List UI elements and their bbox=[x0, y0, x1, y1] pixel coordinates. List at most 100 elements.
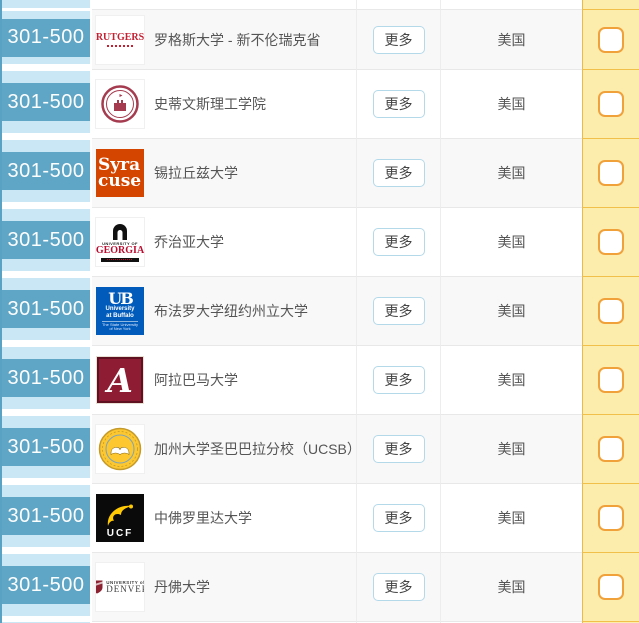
more-button[interactable]: 更多 bbox=[372, 435, 425, 463]
checkbox-cell bbox=[582, 483, 639, 552]
more-cell: 更多 bbox=[356, 138, 440, 207]
more-cell: 更多 bbox=[356, 276, 440, 345]
table-row: 301-500 Syra cuse 锡拉丘兹大学 更多 美国 bbox=[2, 138, 639, 207]
country-cell: 美国 bbox=[440, 345, 582, 414]
country-label: 美国 bbox=[497, 96, 526, 112]
university-name: 加州大学圣巴巴拉分校（UCSB） bbox=[154, 441, 361, 457]
checkbox-cell bbox=[582, 552, 639, 621]
table-row: 301-500 UNIVERSITY OF GEORGIA 乔治亚大学 更多 美国 bbox=[2, 207, 639, 276]
country-cell: 美国 bbox=[440, 207, 582, 276]
name-cell: UNIVERSITY of DENVER 丹佛大学 bbox=[92, 552, 356, 621]
country-label: 美国 bbox=[497, 31, 526, 48]
university-name: 乔治亚大学 bbox=[154, 234, 224, 250]
table-row: 301-500 史蒂文斯理工学院 更多 美国 bbox=[2, 69, 639, 138]
row-checkbox[interactable] bbox=[598, 26, 624, 53]
more-cell: 更多 bbox=[356, 69, 440, 138]
more-cell: 更多 bbox=[356, 345, 440, 414]
table-row: 301-500 加州大学圣巴巴拉分校（UCSB） 更多 美国 bbox=[2, 414, 639, 483]
row-checkbox[interactable] bbox=[598, 505, 624, 531]
university-name: 丹佛大学 bbox=[154, 579, 210, 595]
name-cell: 加州大学圣巴巴拉分校（UCSB） bbox=[92, 414, 361, 483]
more-button[interactable]: 更多 bbox=[372, 228, 425, 256]
more-cell: 更多 bbox=[356, 9, 440, 69]
rutgers-logo: RUTGERS bbox=[95, 14, 145, 65]
rank-cell bbox=[2, 0, 90, 9]
country-cell: 美国 bbox=[440, 138, 582, 207]
row-checkbox[interactable] bbox=[598, 91, 624, 117]
name-cell: UNIVERSITY OF GEORGIA 乔治亚大学 bbox=[92, 207, 356, 276]
checkbox-cell bbox=[582, 69, 639, 138]
more-button[interactable]: 更多 bbox=[372, 366, 425, 394]
rank-cell: 301-500 bbox=[2, 345, 90, 414]
university-name: 锡拉丘兹大学 bbox=[154, 165, 238, 181]
more-cell bbox=[356, 0, 440, 9]
rank-badge: 301-500 bbox=[2, 497, 90, 535]
country-cell: 美国 bbox=[440, 9, 582, 69]
name-cell bbox=[92, 0, 356, 9]
rank-badge: 301-500 bbox=[2, 290, 90, 328]
name-cell bbox=[92, 621, 356, 623]
rank-cell: 301-500 bbox=[2, 69, 90, 138]
country-cell: 美国 bbox=[440, 552, 582, 621]
more-cell: 更多 bbox=[356, 552, 440, 621]
row-checkbox[interactable] bbox=[598, 436, 624, 462]
rank-cell: 301-500 bbox=[2, 483, 90, 552]
university-name: 罗格斯大学 - 新不伦瑞克省 bbox=[154, 31, 321, 48]
university-name: 中佛罗里达大学 bbox=[154, 510, 252, 526]
row-checkbox[interactable] bbox=[598, 298, 624, 324]
rank-cell: 301-500 bbox=[2, 276, 90, 345]
more-button[interactable]: 更多 bbox=[372, 159, 425, 187]
country-cell: 美国 bbox=[440, 483, 582, 552]
country-label: 美国 bbox=[497, 372, 526, 388]
university-name: 阿拉巴马大学 bbox=[154, 372, 238, 388]
name-cell: UB University at Buffalo The State Univer… bbox=[92, 276, 356, 345]
row-checkbox[interactable] bbox=[598, 229, 624, 255]
more-button[interactable]: 更多 bbox=[372, 573, 425, 601]
more-button[interactable]: 更多 bbox=[372, 504, 425, 532]
more-cell: 更多 bbox=[356, 483, 440, 552]
checkbox-cell bbox=[582, 345, 639, 414]
rank-badge: 301-500 bbox=[2, 566, 90, 604]
row-checkbox[interactable] bbox=[598, 160, 624, 186]
table-row-partial-top bbox=[2, 0, 639, 9]
country-label: 美国 bbox=[497, 510, 526, 526]
name-cell: RUTGERS 罗格斯大学 - 新不伦瑞克省 bbox=[92, 9, 356, 69]
table-body: 301-500 RUTGERS 罗格斯大学 - 新不伦瑞克省 更多 美国 301… bbox=[2, 9, 639, 621]
syracuse-logo: Syra cuse bbox=[96, 149, 144, 197]
more-button[interactable]: 更多 bbox=[372, 25, 425, 54]
country-cell bbox=[440, 0, 582, 9]
country-label: 美国 bbox=[497, 303, 526, 319]
university-name: 布法罗大学纽约州立大学 bbox=[154, 303, 308, 319]
country-cell: 美国 bbox=[440, 69, 582, 138]
table-row: 301-500 RUTGERS 罗格斯大学 - 新不伦瑞克省 更多 美国 bbox=[2, 9, 639, 69]
country-label: 美国 bbox=[497, 234, 526, 250]
checkbox-cell bbox=[582, 414, 639, 483]
country-label: 美国 bbox=[497, 441, 526, 457]
rank-badge: 301-500 bbox=[2, 152, 90, 190]
row-checkbox[interactable] bbox=[598, 367, 624, 393]
denver-logo: UNIVERSITY of DENVER bbox=[95, 562, 145, 612]
rank-cell: 301-500 bbox=[2, 552, 90, 621]
name-cell: 史蒂文斯理工学院 bbox=[92, 69, 356, 138]
checkbox-cell bbox=[582, 276, 639, 345]
more-button[interactable]: 更多 bbox=[372, 90, 425, 118]
checkbox-cell bbox=[582, 207, 639, 276]
stevens-logo bbox=[95, 79, 145, 129]
table-row: 301-500 A 阿拉巴马大学 更多 美国 bbox=[2, 345, 639, 414]
checkbox-cell bbox=[582, 0, 639, 9]
table-row: 301-500 UCF 中佛罗里达大学 更多 美国 bbox=[2, 483, 639, 552]
checkbox-cell bbox=[582, 621, 639, 623]
buffalo-logo: UB University at Buffalo The State Univer… bbox=[96, 287, 144, 335]
country-cell bbox=[440, 621, 582, 623]
table-row: 301-500 UNIVERSITY of DENVER 丹佛大学 更多 美国 bbox=[2, 552, 639, 621]
georgia-logo: UNIVERSITY OF GEORGIA bbox=[95, 217, 145, 267]
rank-badge: 301-500 bbox=[2, 18, 90, 57]
more-button[interactable]: 更多 bbox=[372, 297, 425, 325]
row-checkbox[interactable] bbox=[598, 574, 624, 600]
rank-badge: 301-500 bbox=[2, 359, 90, 397]
name-cell: A 阿拉巴马大学 bbox=[92, 345, 356, 414]
table-row: 301-500 UB University at Buffalo The Stat… bbox=[2, 276, 639, 345]
more-cell: 更多 bbox=[356, 207, 440, 276]
checkbox-cell bbox=[582, 9, 639, 69]
more-cell bbox=[356, 621, 440, 623]
